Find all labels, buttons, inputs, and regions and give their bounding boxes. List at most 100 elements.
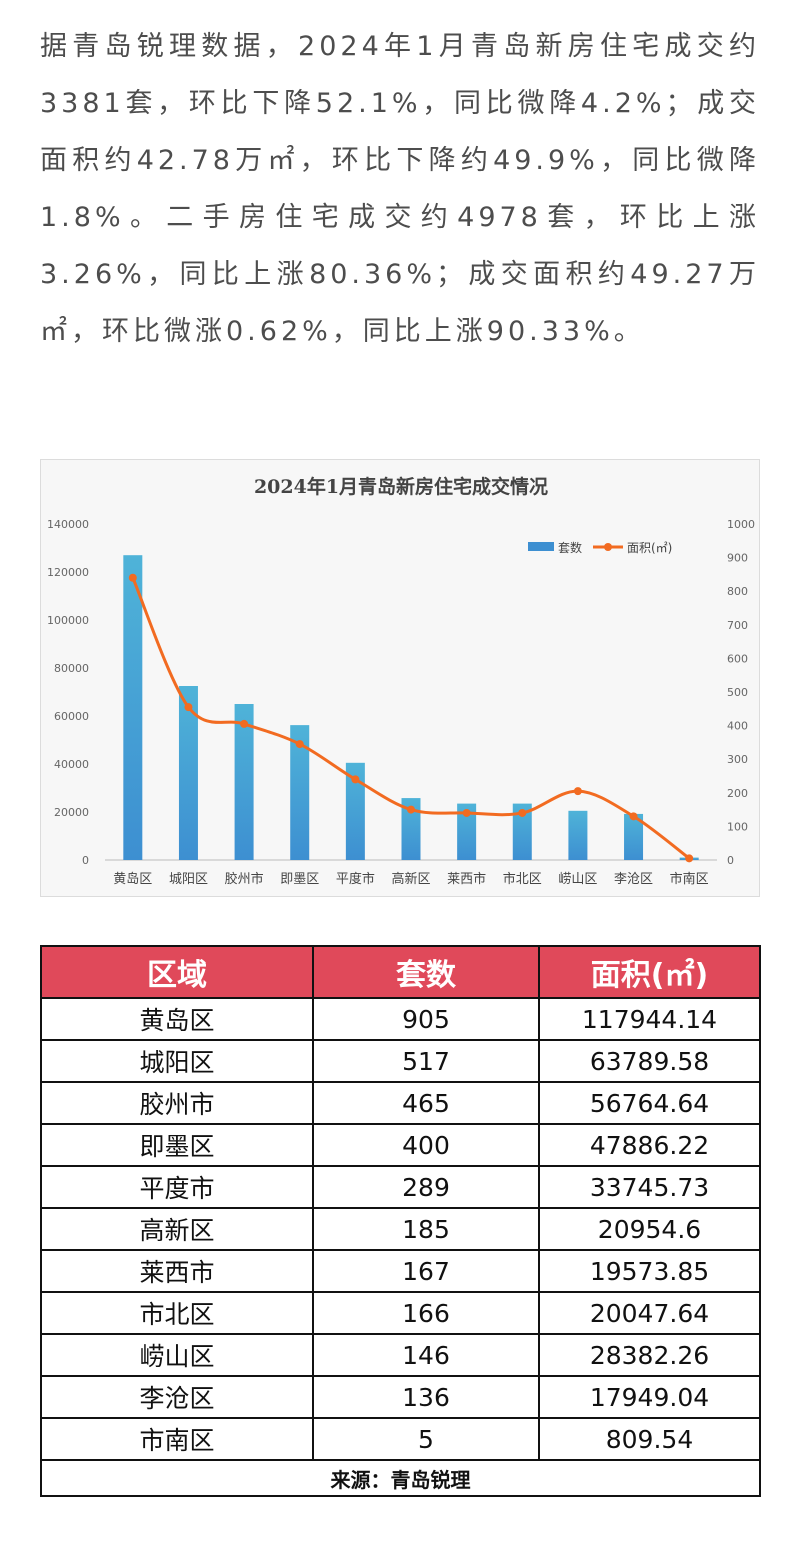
cell-area: 28382.26 — [538, 1333, 761, 1377]
table-row: 李沧区 136 17949.04 — [40, 1375, 761, 1419]
cell-area: 47886.22 — [538, 1123, 761, 1167]
x-tick-label: 平度市 — [336, 871, 375, 887]
area-point — [295, 740, 304, 749]
x-tick-label: 市北区 — [503, 871, 542, 887]
area-point — [629, 812, 638, 821]
x-tick-label: 黄岛区 — [113, 871, 152, 887]
cell-region: 高新区 — [40, 1207, 314, 1251]
cell-region: 胶州市 — [40, 1081, 314, 1125]
header-region: 区域 — [40, 945, 314, 999]
area-point — [685, 854, 694, 863]
x-tick-label: 莱西市 — [447, 871, 486, 887]
area-point — [407, 805, 415, 814]
cell-area: 56764.64 — [538, 1081, 761, 1125]
table-row: 胶州市 465 56764.64 — [40, 1081, 761, 1125]
cell-units: 5 — [312, 1417, 540, 1461]
area-point — [573, 787, 582, 796]
cell-region: 即墨区 — [40, 1123, 314, 1167]
header-area: 面积(㎡) — [538, 945, 761, 999]
cell-units: 517 — [312, 1039, 540, 1083]
table-row: 市南区 5 809.54 — [40, 1417, 761, 1461]
cell-area: 63789.58 — [538, 1039, 761, 1083]
bar — [457, 803, 477, 860]
header-units: 套数 — [312, 945, 540, 999]
area-line — [131, 577, 691, 860]
bar — [345, 762, 365, 860]
area-point — [518, 808, 527, 817]
cell-area: 17949.04 — [538, 1375, 761, 1419]
table-row: 城阳区 517 63789.58 — [40, 1039, 761, 1083]
right-axis-tick: 600 — [727, 652, 748, 665]
right-axis-tick: 800 — [727, 585, 748, 598]
bar — [178, 686, 198, 860]
area-point — [462, 808, 471, 817]
table-row: 黄岛区 905 117944.14 — [40, 997, 761, 1041]
left-axis-tick: 60000 — [54, 710, 89, 723]
legend-bar-swatch — [528, 542, 554, 551]
article-paragraph: 据青岛锐理数据，2024年1月青岛新房住宅成交约3381套，环比下降52.1%，… — [40, 31, 760, 347]
cell-region: 市北区 — [40, 1291, 314, 1335]
right-axis-tick: 300 — [727, 753, 748, 766]
cell-area: 809.54 — [538, 1417, 761, 1461]
table-row: 平度市 289 33745.73 — [40, 1165, 761, 1209]
table-source-row: 来源：青岛锐理 — [40, 1459, 761, 1497]
left-axis-tick: 120000 — [47, 566, 89, 579]
chart-container: 2024年1月青岛新房住宅成交情况 0 20000 40000 60000 80000 10… — [40, 459, 760, 897]
cell-units: 167 — [312, 1249, 540, 1293]
bar — [568, 810, 588, 860]
right-axis-tick: 400 — [727, 720, 748, 733]
left-axis-tick: 100000 — [47, 614, 89, 627]
x-tick-label: 市南区 — [670, 871, 709, 887]
cell-region: 崂山区 — [40, 1333, 314, 1377]
x-tick-label: 城阳区 — [169, 872, 208, 887]
data-table: 区域 套数 面积(㎡) 黄岛区 905 117944.14 城阳区 517 63… — [40, 945, 761, 1497]
right-axis-tick: 100 — [727, 820, 748, 833]
table-row: 市北区 166 20047.64 — [40, 1291, 761, 1335]
x-tick-label: 高新区 — [391, 871, 430, 887]
legend-line-marker — [604, 543, 612, 551]
area-point — [351, 775, 360, 784]
left-axis-tick: 0 — [82, 854, 89, 867]
right-axis-tick: 500 — [727, 686, 748, 699]
left-axis-tick: 40000 — [54, 758, 89, 771]
right-axis-tick: 900 — [727, 552, 748, 565]
right-axis-tick: 200 — [727, 787, 748, 800]
source-note: 来源：青岛锐理 — [40, 1459, 761, 1497]
cell-region: 李沧区 — [40, 1375, 314, 1419]
x-tick-label: 即墨区 — [280, 872, 319, 887]
cell-region: 平度市 — [40, 1165, 314, 1209]
cell-region: 黄岛区 — [40, 997, 314, 1041]
cell-area: 117944.14 — [538, 997, 761, 1041]
right-axis-tick: 0 — [727, 854, 734, 867]
x-tick-label: 胶州市 — [225, 871, 264, 887]
combo-chart: 2024年1月青岛新房住宅成交情况 0 20000 40000 60000 80000 10… — [47, 475, 755, 887]
bar — [401, 798, 421, 860]
cell-units: 136 — [312, 1375, 540, 1419]
cell-units: 465 — [312, 1081, 540, 1125]
legend-line-label: 面积(㎡) — [627, 541, 672, 555]
bar — [624, 813, 644, 860]
table-row: 高新区 185 20954.6 — [40, 1207, 761, 1251]
legend-bar-label: 套数 — [558, 540, 582, 555]
cell-region: 市南区 — [40, 1417, 314, 1461]
area-point — [128, 573, 137, 582]
cell-area: 33745.73 — [538, 1165, 761, 1209]
left-axis-tick: 80000 — [54, 662, 89, 675]
area-point — [184, 703, 193, 712]
bar — [234, 704, 254, 860]
x-tick-label: 崂山区 — [558, 872, 597, 887]
bar — [123, 555, 143, 860]
table-row: 莱西市 167 19573.85 — [40, 1249, 761, 1293]
cell-region: 莱西市 — [40, 1249, 314, 1293]
bar — [290, 725, 310, 860]
table-header-row: 区域 套数 面积(㎡) — [40, 945, 761, 999]
cell-units: 146 — [312, 1333, 540, 1377]
cell-units: 289 — [312, 1165, 540, 1209]
right-axis-tick: 1000 — [727, 518, 755, 531]
cell-units: 400 — [312, 1123, 540, 1167]
cell-area: 19573.85 — [538, 1249, 761, 1293]
bar — [512, 803, 532, 860]
table-row: 崂山区 146 28382.26 — [40, 1333, 761, 1377]
cell-area: 20047.64 — [538, 1291, 761, 1335]
table-row: 即墨区 400 47886.22 — [40, 1123, 761, 1167]
